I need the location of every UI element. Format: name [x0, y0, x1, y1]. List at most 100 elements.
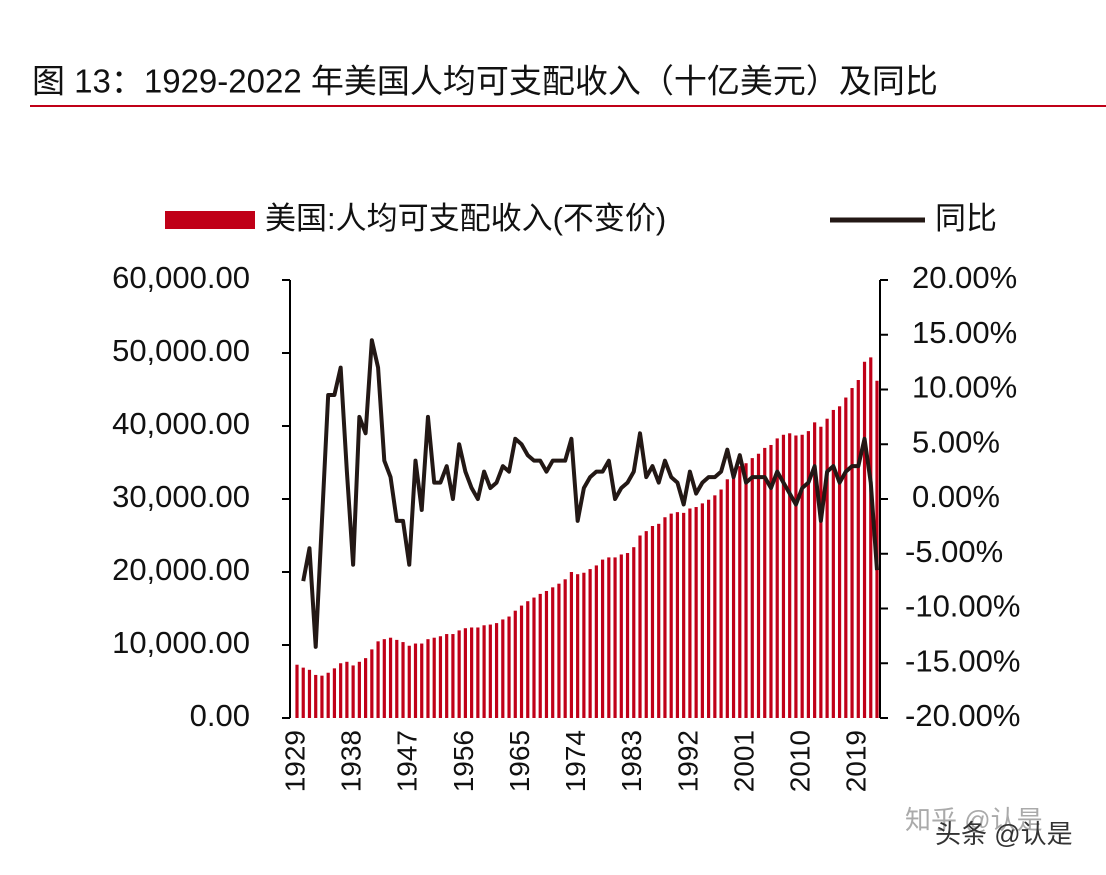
x-tick-label: 1938 — [336, 730, 367, 792]
bar — [825, 418, 829, 718]
y-tick-label: 0.00 — [190, 698, 250, 733]
bar — [507, 616, 511, 718]
x-tick-label: 1974 — [560, 730, 591, 792]
bar — [457, 630, 461, 718]
watermark: 知乎 @认是 — [905, 805, 1043, 835]
bar — [750, 458, 754, 718]
bar — [725, 479, 729, 718]
bar — [719, 489, 723, 718]
y-tick-label: 40,000.00 — [112, 406, 250, 441]
bar — [569, 572, 574, 718]
bar — [588, 569, 592, 718]
bar — [432, 637, 436, 718]
bar — [326, 672, 330, 718]
y-tick-label: 30,000.00 — [112, 479, 250, 514]
watermark: 头条 @认是 — [935, 819, 1073, 849]
bar — [438, 636, 443, 718]
y-tick-label: 20,000.00 — [112, 552, 250, 587]
bar — [582, 572, 586, 718]
y2-tick-label: -10.00% — [905, 589, 1020, 624]
bar — [862, 361, 867, 718]
chart-title: 图 13：1929-2022 年美国人均可支配收入（十亿美元）及同比 — [32, 63, 938, 100]
x-tick-label: 1965 — [504, 730, 535, 792]
bar — [688, 508, 692, 718]
bar — [563, 579, 567, 718]
bar — [420, 643, 424, 718]
bar — [413, 643, 418, 718]
bar — [781, 434, 786, 718]
y2-tick-label: 10.00% — [912, 370, 1017, 405]
bar — [694, 507, 698, 718]
bar — [800, 434, 804, 718]
bar — [426, 639, 430, 718]
x-tick-label: 1947 — [392, 730, 423, 792]
bar — [837, 406, 842, 718]
x-tick-label: 2019 — [841, 730, 872, 792]
bar — [850, 388, 854, 718]
legend-swatch — [165, 211, 255, 229]
legend-label: 美国:人均可支配收入(不变价) — [265, 201, 666, 236]
bar — [532, 597, 536, 718]
bar — [445, 634, 449, 718]
y2-tick-label: 20.00% — [912, 260, 1017, 295]
bar — [301, 667, 305, 718]
bar — [364, 658, 368, 718]
line — [301, 338, 879, 649]
bar — [831, 409, 835, 718]
bar — [682, 512, 686, 718]
bar — [339, 663, 343, 718]
bar — [401, 642, 405, 718]
y2-tick-label: -15.00% — [905, 643, 1020, 678]
bar — [738, 466, 742, 718]
bar — [788, 433, 792, 718]
bar — [476, 627, 480, 718]
bar — [519, 605, 524, 718]
bar — [551, 587, 555, 718]
bar — [844, 397, 848, 718]
bar — [382, 639, 386, 718]
bar — [669, 513, 673, 718]
bar — [644, 531, 648, 718]
bar — [869, 357, 873, 718]
bar — [657, 523, 661, 718]
bar — [513, 610, 517, 718]
bar — [494, 623, 499, 718]
bar — [351, 665, 355, 718]
bar — [376, 641, 380, 718]
bar — [819, 426, 823, 718]
y2-tick-label: -20.00% — [905, 698, 1020, 733]
x-tick-label: 2001 — [728, 730, 759, 792]
bar — [314, 674, 318, 718]
bar — [332, 668, 337, 718]
bar — [806, 431, 810, 718]
y2-tick-label: 0.00% — [912, 479, 1000, 514]
bar — [650, 526, 655, 718]
bar — [482, 625, 486, 718]
y-tick-label: 60,000.00 — [112, 260, 250, 295]
bar — [607, 557, 611, 718]
bar — [794, 435, 798, 718]
bar — [638, 535, 642, 718]
bar — [625, 553, 630, 718]
bar — [307, 669, 312, 718]
bar — [856, 380, 860, 718]
bar — [632, 547, 636, 718]
legend-label: 同比 — [935, 201, 997, 236]
x-tick-label: 1983 — [616, 730, 647, 792]
bar — [675, 512, 680, 718]
bar — [576, 574, 580, 718]
bar — [470, 627, 474, 718]
y-tick-label: 50,000.00 — [112, 333, 250, 368]
bar — [388, 637, 393, 718]
bar — [451, 634, 455, 718]
bar — [295, 664, 299, 718]
bar — [345, 661, 349, 718]
bar — [756, 453, 761, 718]
bar — [557, 583, 561, 718]
x-tick-label: 1992 — [672, 730, 703, 792]
bar — [763, 447, 767, 718]
bar — [663, 517, 667, 718]
bar — [813, 422, 817, 718]
bar — [707, 499, 711, 718]
